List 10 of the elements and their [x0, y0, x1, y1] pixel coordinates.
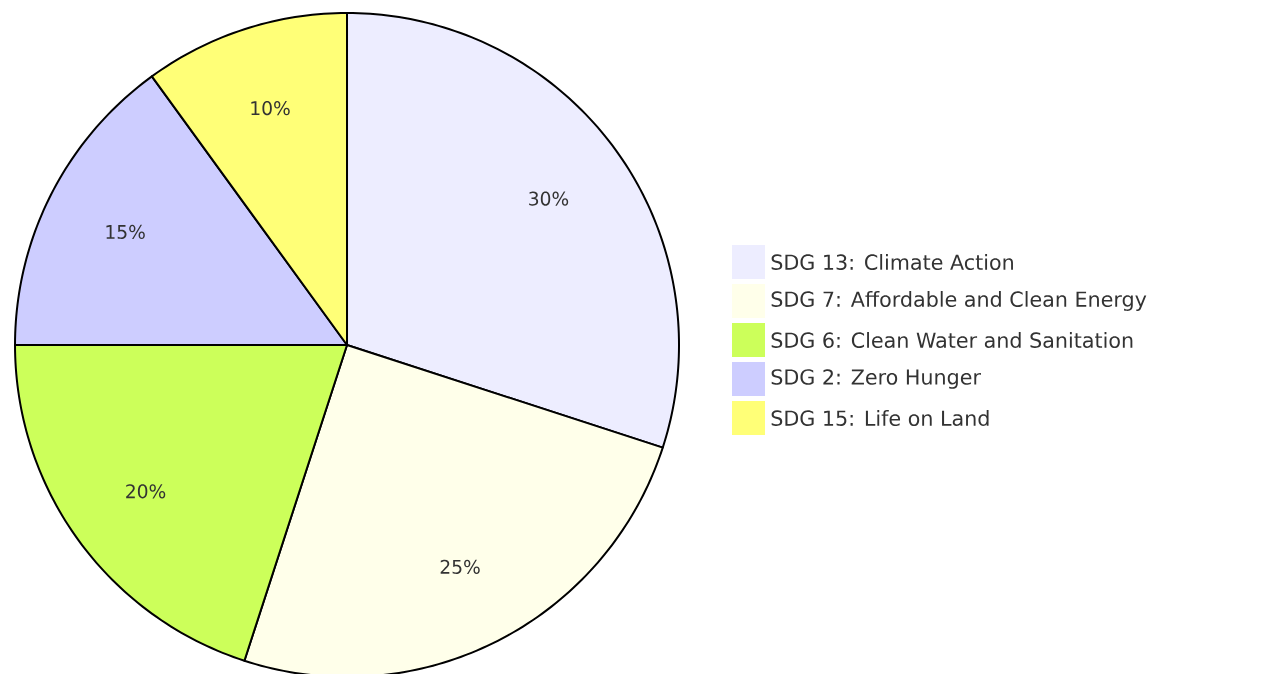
legend-label: SDG 2: Zero Hunger: [771, 369, 981, 389]
legend-label: SDG 13: Climate Action: [771, 253, 1013, 270]
legend-label: SDG 15: Life on Land: [771, 409, 989, 426]
data-label: 10%: [251, 101, 290, 116]
data-label: 20%: [126, 484, 166, 499]
data-label: 15%: [106, 224, 145, 240]
data-label: 25%: [440, 559, 480, 574]
legend-label: SDG 7: Affordable and Clean Energy: [771, 290, 1147, 311]
legend-label: SDG 6: Clean Water and Sanitation: [771, 331, 1133, 348]
data-label: 30%: [529, 191, 569, 206]
